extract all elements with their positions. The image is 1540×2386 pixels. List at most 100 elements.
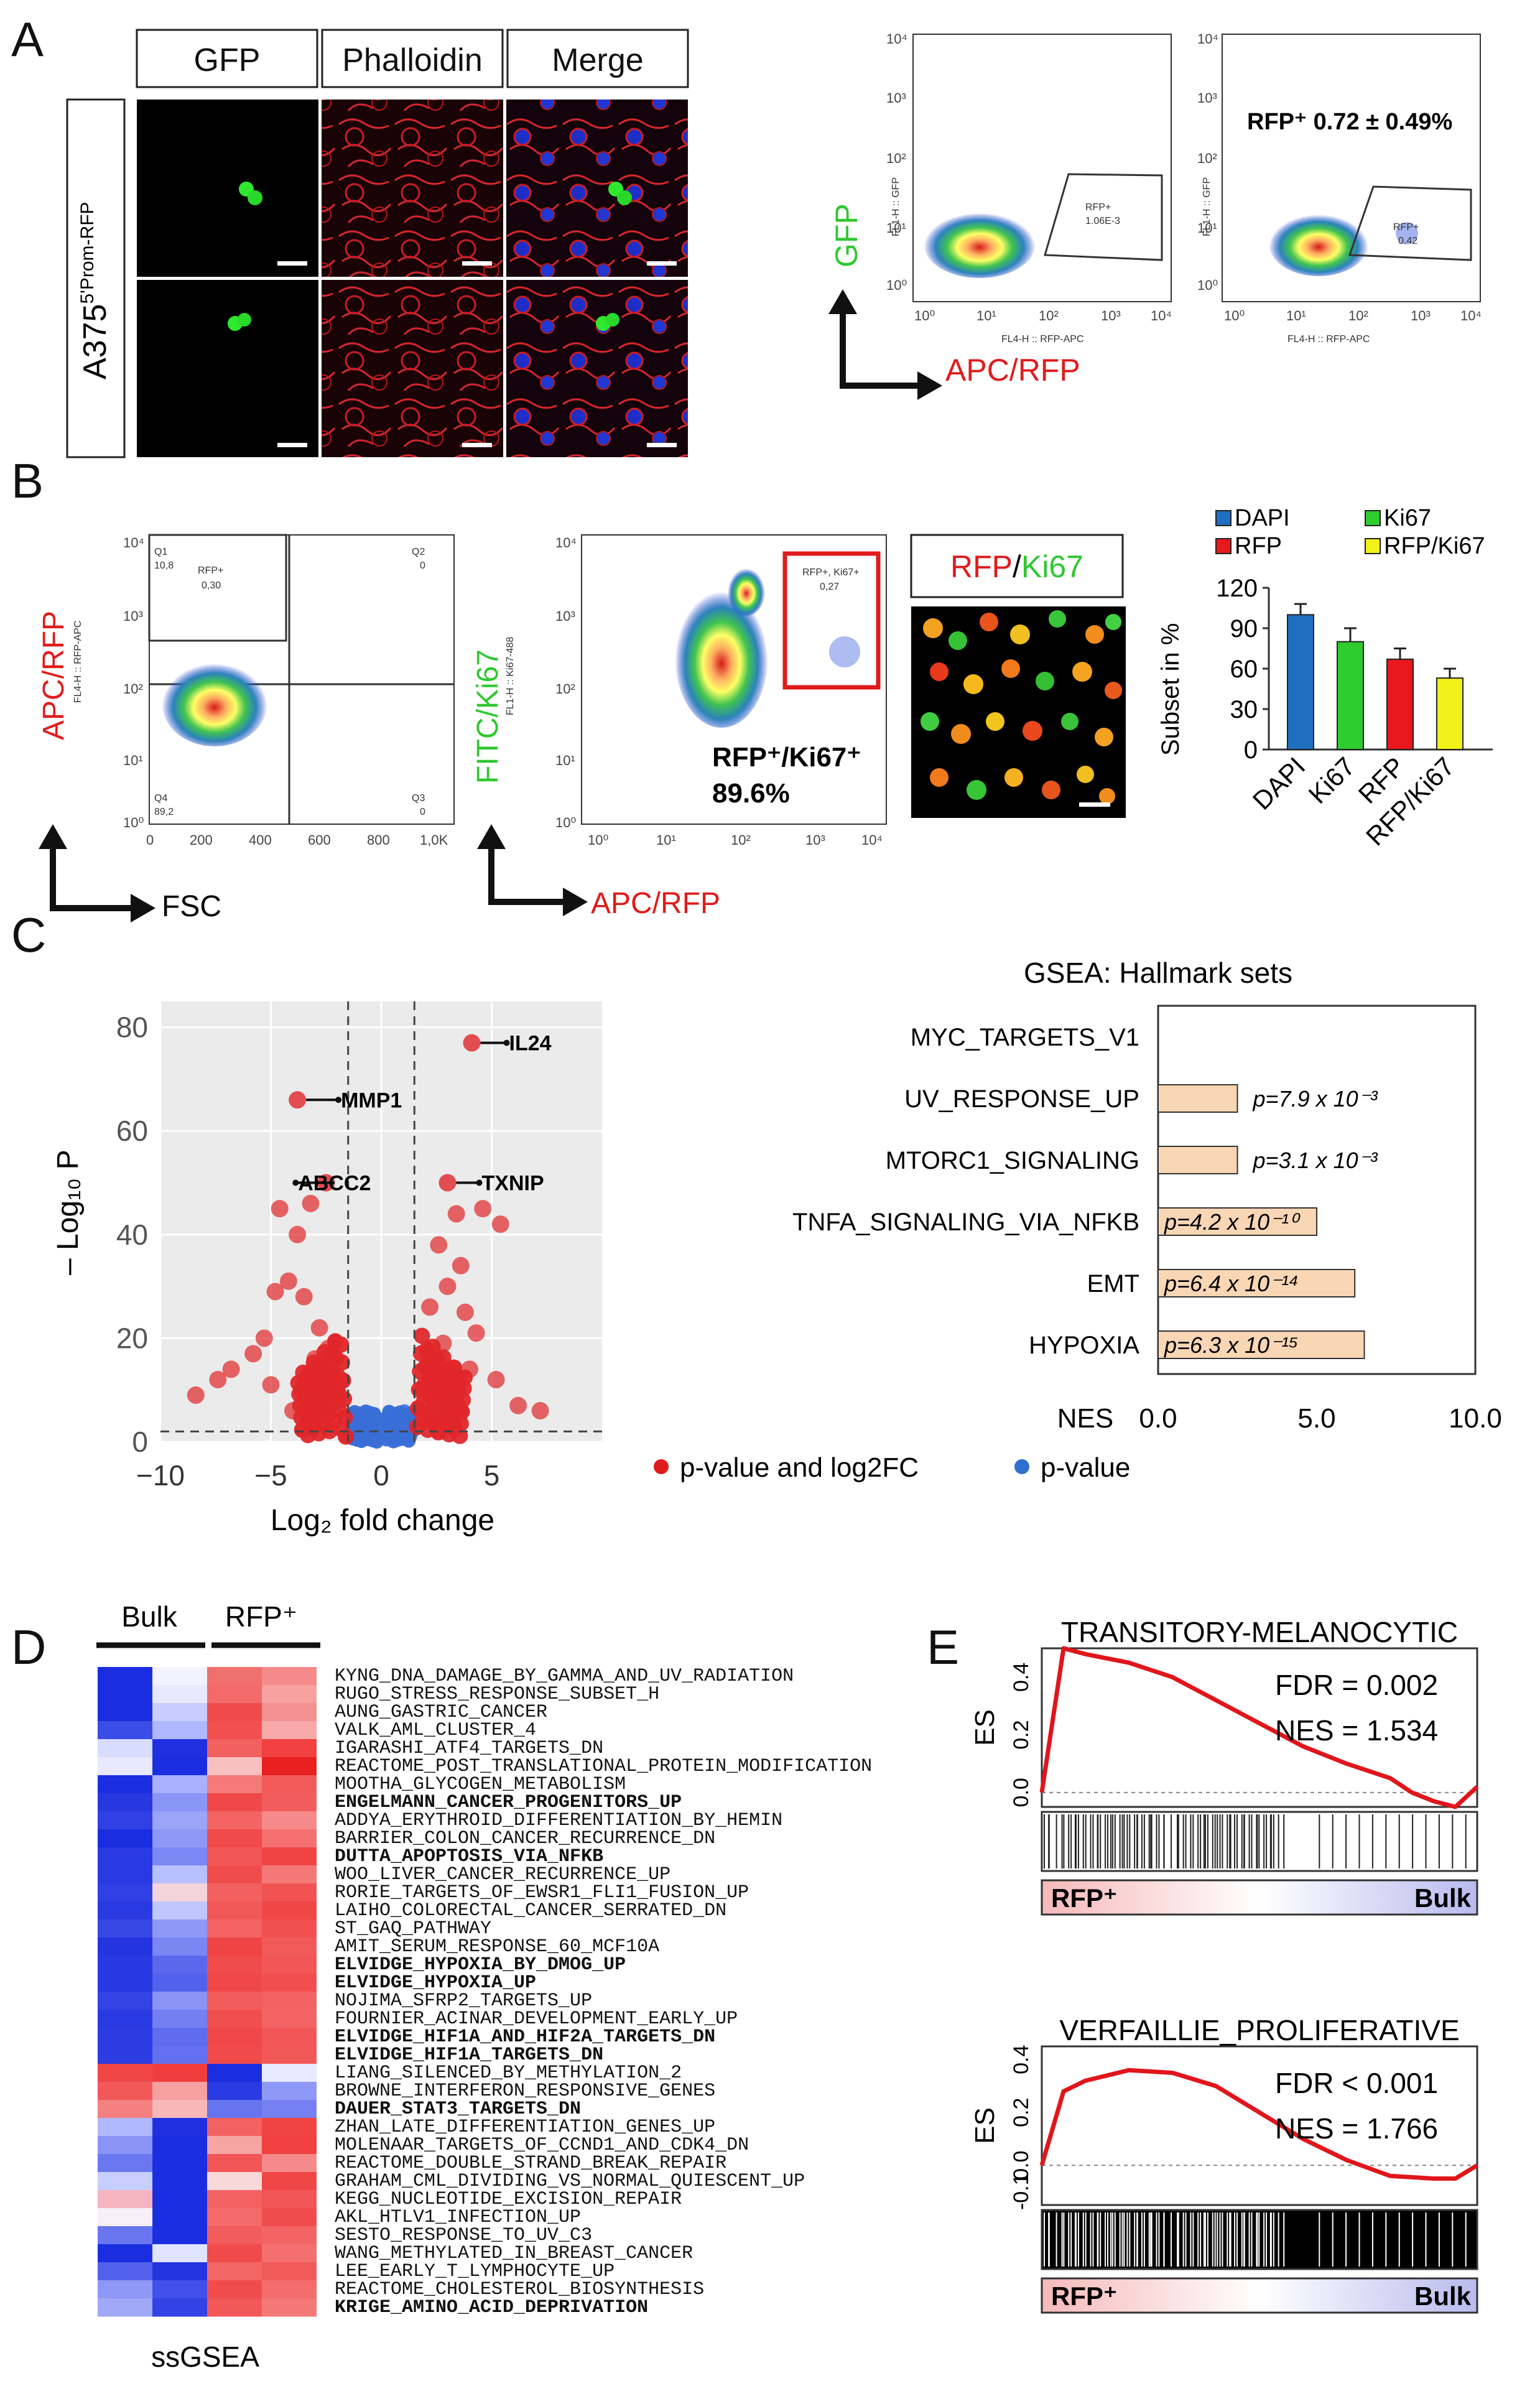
heatmap-cell (262, 2046, 317, 2064)
heatmap-cell (207, 2208, 262, 2227)
heatmap-row-label: BROWNE_INTERFERON_RESPONSIVE_GENES (335, 2081, 715, 2102)
volcano-point-red (491, 1215, 509, 1233)
heatmap-cell (152, 2046, 207, 2064)
volcano-point-red (456, 1303, 474, 1321)
heatmap-row-label: RORIE_TARGETS_OF_EWSR1_FLI1_FUSION_UP (335, 1882, 749, 1903)
heatmap-cell (262, 1956, 317, 1974)
bar-legend-label: Ki67 (1384, 505, 1431, 531)
flow1-ytick-0: 10⁰ (886, 277, 907, 293)
heatmap-cell (207, 2064, 262, 2082)
phalloidin-image-2 (322, 280, 503, 457)
heatmap-cell (152, 1757, 207, 1776)
legend-blue-label: p-value (1041, 1452, 1130, 1483)
ki67-ytick-0: 10⁰ (555, 815, 576, 830)
ki67-xtick-0: 10⁰ (588, 832, 608, 848)
heatmap-row-label: NOJIMA_SFRP2_TARGETS_UP (335, 1990, 592, 2012)
heatmap-cell (152, 2172, 207, 2191)
volcano-point-blue (366, 1426, 381, 1441)
volcano-point-red (319, 1340, 337, 1358)
flow2-gate-name: RFP+ (1393, 222, 1419, 233)
heatmap-row-label: DUTTA_APOPTOSIS_VIA_NFKB (335, 1846, 603, 1867)
volcano-point-red (445, 1359, 462, 1376)
es-fdr: FDR = 0.002 (1275, 1669, 1438, 1701)
panel-label-d: D (11, 1620, 46, 1674)
heatmap-cell (98, 2244, 152, 2263)
heatmap-cell (98, 1793, 152, 1812)
column-header-merge: Merge (552, 42, 643, 78)
quad-q1-name: Q1 (154, 547, 167, 557)
heatmap-cell (98, 1847, 152, 1866)
microscopy-grid: GFP Phalloidin Merge A3755'Prom-RFP (66, 29, 689, 458)
panel-label-a: A (11, 12, 44, 67)
heatmap-row-label: FOURNIER_ACINAR_DEVELOPMENT_EARLY_UP (335, 2008, 738, 2030)
bar-legend-swatch (1215, 538, 1232, 554)
bar-rfp (1386, 658, 1414, 751)
flow2-x-axis-label: FL4-H :: RFP-APC (1287, 334, 1370, 345)
bar-ytick-label: 0 (1244, 736, 1258, 764)
heatmap-cell (207, 2154, 262, 2173)
bar-dapi (1287, 614, 1314, 750)
volcano-point-red (295, 1288, 313, 1306)
volcano-labelled-point (463, 1034, 481, 1052)
heatmap-cell (207, 2280, 262, 2299)
heatmap-cell (98, 2298, 152, 2317)
flow-plot-ki67: RFP+, Ki67+ 0,27 RFP⁺/Ki67⁺ 89.6% 10⁴ 10… (471, 534, 887, 920)
gsea-bar (1157, 1146, 1238, 1174)
legend-red-dot (654, 1459, 669, 1474)
heatmap-cell (262, 2190, 317, 2209)
heatmap-cell (152, 1847, 207, 1866)
heatmap-cell (207, 2136, 262, 2155)
heatmap-cell (152, 2118, 207, 2137)
panel-label-c: C (11, 908, 46, 962)
volcano-point-red (209, 1371, 227, 1389)
es-y-label: ES (970, 2107, 1000, 2144)
heatmap-cell (152, 1974, 207, 1992)
volcano-point-red (306, 1350, 324, 1368)
legend-red-label: p-value and log2FC (680, 1452, 919, 1483)
volcano-point-red (328, 1391, 346, 1409)
volcano-point-red (425, 1350, 443, 1368)
es-ytick: 0.2 (1009, 2098, 1033, 2127)
flow1-ytick-2: 10² (886, 151, 906, 166)
heatmap-row-label: LEE_EARLY_T_LYMPHOCYTE_UP (335, 2261, 615, 2282)
ki67-ytick-2: 10² (555, 681, 575, 697)
ki67-gate-value: 0,27 (820, 582, 839, 592)
heatmap-cell (98, 1703, 152, 1722)
quad-xtick-1: 200 (190, 832, 213, 848)
heatmap-row-label: KRIGE_AMINO_ACID_DEPRIVATION (335, 2297, 648, 2318)
quad-y-label: APC/RFP (37, 611, 70, 740)
volcano-point-red (294, 1421, 310, 1438)
es-frame (1041, 1647, 1478, 1808)
heatmap-cell (98, 2280, 152, 2299)
flow2-ytick-4: 10⁴ (1197, 31, 1218, 47)
volcano-point-red (266, 1283, 284, 1301)
flow1-gate-name: RFP+ (1085, 202, 1111, 213)
ki67-ytick-3: 10³ (555, 608, 575, 624)
gsea-pvalue: p=7.9 x 10⁻³ (1253, 1086, 1378, 1112)
nuclei (921, 610, 1122, 804)
heatmap-cell (262, 2172, 317, 2191)
heatmap-cell (152, 2262, 207, 2281)
heatmap-row-label: WANG_METHYLATED_IN_BREAST_CANCER (335, 2243, 693, 2264)
volcano-point-red (255, 1329, 273, 1347)
heatmap-row-label: SESTO_RESPONSE_TO_UV_C3 (335, 2225, 592, 2246)
phalloidin-image-1 (322, 100, 503, 277)
volcano-label-dot (503, 1039, 510, 1046)
volcano-xtick: 5 (484, 1459, 500, 1492)
legend-blue-dot (1014, 1459, 1029, 1474)
heatmap-cell (98, 1685, 152, 1704)
heatmap-cell (207, 2244, 262, 2263)
heatmap-cell (152, 1956, 207, 1974)
volcano-point-red (467, 1324, 485, 1342)
heatmap-cell (152, 1829, 207, 1848)
heatmap-cell (152, 2082, 207, 2101)
volcano-legend: p-value and log2FC p-value (654, 1452, 1130, 1483)
es-ytick: 0.2 (1009, 1720, 1033, 1749)
heatmap-cell (262, 2262, 317, 2281)
heatmap-cell (98, 2154, 152, 2173)
es-rank-right: Bulk (1414, 2282, 1472, 2311)
ki67-y-label: FITC/Ki67 (471, 649, 504, 784)
es-ytick: 0.0 (1009, 2151, 1033, 2180)
heatmap-footer: ssGSEA (151, 2341, 259, 2373)
quad-x-label-fsc: FSC (162, 890, 221, 923)
